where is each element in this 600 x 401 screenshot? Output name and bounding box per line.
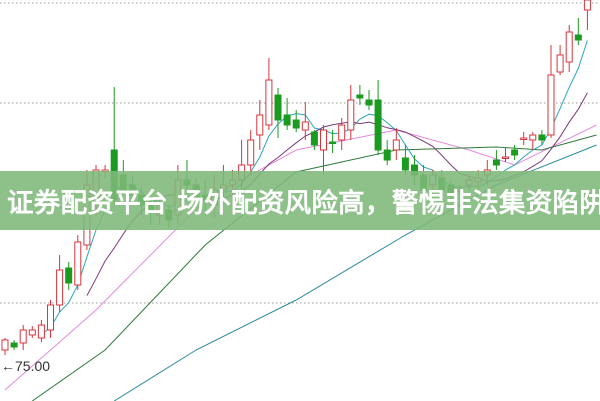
- warning-banner: 证券配资平台 场外配资风险高，警惕非法集资陷阱！: [0, 171, 600, 230]
- candle-down: [383, 149, 391, 161]
- candle-up: [247, 139, 255, 166]
- candle-up: [547, 74, 555, 136]
- candle-down: [538, 134, 546, 141]
- candle-up: [37, 324, 45, 339]
- candle-down: [365, 99, 373, 106]
- candle-up: [74, 241, 82, 286]
- candle-up: [320, 129, 327, 151]
- candle-up: [28, 329, 36, 336]
- candle-up: [338, 124, 346, 141]
- candle-down: [329, 141, 337, 144]
- candle-down: [274, 94, 282, 121]
- candle-up: [256, 114, 264, 136]
- candle-up: [583, 0, 591, 11]
- candle-down: [292, 119, 300, 129]
- candle-up: [502, 156, 509, 159]
- candle-down: [10, 342, 18, 348]
- candle-up: [47, 304, 54, 331]
- candle-up: [565, 31, 573, 63]
- candle-up: [392, 139, 400, 151]
- candle-down: [65, 267, 73, 284]
- banner-text: 证券配资平台 场外配资风险高，警惕非法集资陷阱！: [7, 188, 600, 219]
- candle-up: [347, 99, 355, 131]
- candle-up: [1, 339, 9, 351]
- candle-down: [492, 159, 500, 166]
- candle-up: [520, 137, 528, 140]
- candle-up: [19, 329, 27, 344]
- moving-average-line: [4, 124, 597, 391]
- price-marker-label: ←75.00: [1, 358, 51, 374]
- candle-up: [529, 134, 537, 141]
- candle-up: [556, 54, 564, 73]
- candle-down: [310, 131, 318, 146]
- candle-down: [356, 94, 364, 99]
- candle-down: [283, 114, 291, 126]
- candle-down: [574, 34, 582, 41]
- candle-down: [401, 157, 409, 171]
- candle-up: [301, 121, 309, 131]
- candle-up: [56, 269, 64, 306]
- candle-down: [374, 99, 382, 151]
- candle-up: [265, 79, 273, 126]
- candle-down: [511, 149, 519, 156]
